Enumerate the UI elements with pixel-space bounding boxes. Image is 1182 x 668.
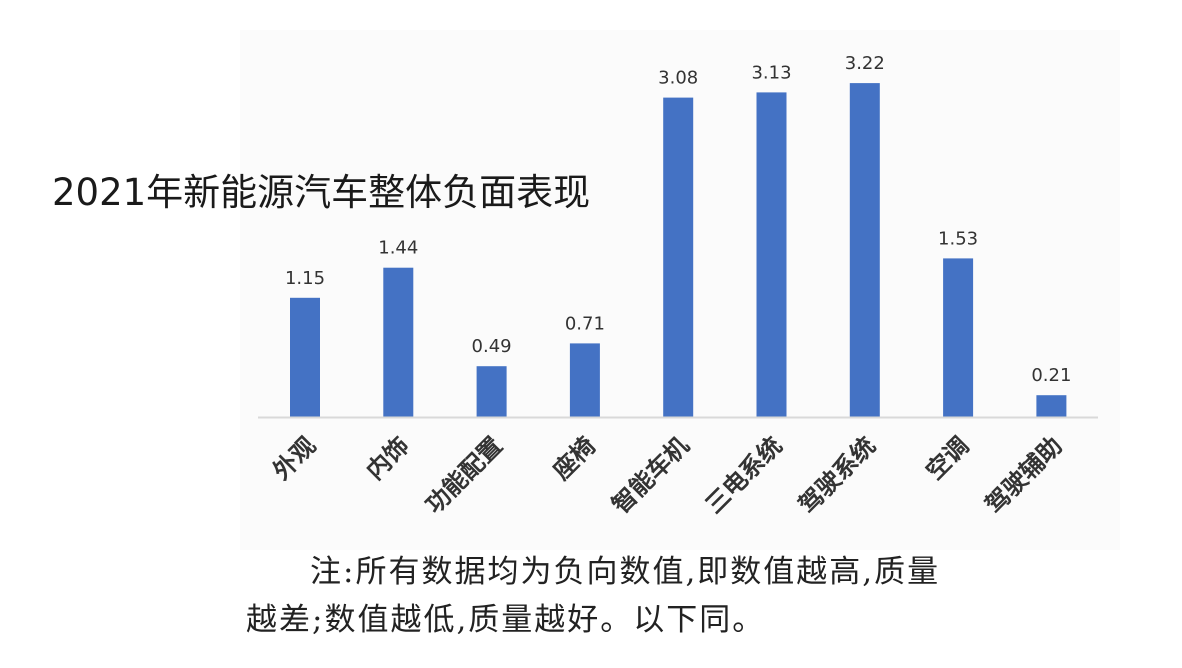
bar-3 [569, 343, 600, 417]
bar-5 [756, 92, 787, 418]
bar-2 [476, 366, 507, 417]
bar-4 [663, 97, 694, 417]
x-tick-label-1: 内饰 [361, 431, 415, 485]
bar-1 [383, 267, 414, 417]
x-tick-label-0: 外观 [268, 431, 322, 485]
bars-group [290, 83, 1067, 418]
data-label-5: 3.13 [751, 62, 791, 83]
x-tick-label-5: 三电系统 [700, 431, 788, 519]
data-label-8: 0.21 [1031, 365, 1071, 386]
bar-0 [290, 297, 320, 417]
data-label-0: 1.15 [285, 268, 325, 289]
footnote-line-2: 越差;数值越低,质量越好。以下同。 [246, 602, 766, 638]
data-label-3: 0.71 [565, 313, 605, 334]
data-label-6: 3.22 [845, 53, 885, 74]
x-tick-label-4: 智能车机 [607, 431, 695, 519]
data-label-1: 1.44 [378, 238, 418, 259]
x-tick-label-6: 驾驶系统 [793, 431, 881, 519]
data-label-4: 3.08 [658, 68, 698, 89]
x-tick-labels-group: 外观 内饰 功能配置 座椅 智能车机 三电系统 驾驶系统 空调 驾驶辅助 [268, 431, 1068, 519]
footnote: 注:所有数据均为负向数值,即数值越高,质量 越差;数值越低,质量越好。以下同。 [246, 548, 1096, 644]
chart-title: 2021年新能源汽车整体负面表现 [52, 171, 591, 214]
x-tick-label-8: 驾驶辅助 [980, 431, 1068, 519]
x-tick-label-7: 空调 [921, 431, 975, 485]
data-label-2: 0.49 [472, 336, 512, 357]
x-tick-label-3: 座椅 [547, 431, 601, 485]
x-tick-label-2: 功能配置 [420, 431, 508, 519]
data-labels-group: 1.15 1.44 0.49 0.71 3.08 3.13 3.22 1.53 0.21 [285, 53, 1071, 386]
data-label-7: 1.53 [938, 228, 978, 249]
footnote-line-1: 注:所有数据均为负向数值,即数值越高,质量 [310, 554, 941, 590]
bar-6 [849, 83, 880, 417]
bar-8 [1036, 395, 1067, 417]
bar-7 [943, 258, 974, 417]
